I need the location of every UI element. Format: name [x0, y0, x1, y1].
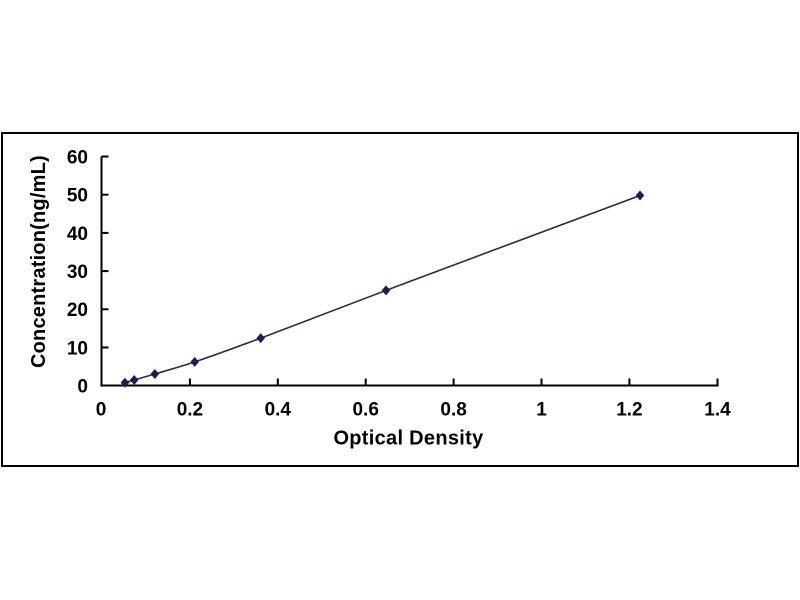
svg-text:50: 50 — [67, 186, 88, 207]
svg-text:Optical Density: Optical Density — [333, 428, 484, 450]
svg-text:0.4: 0.4 — [265, 400, 292, 421]
svg-text:10: 10 — [67, 338, 88, 359]
svg-text:20: 20 — [67, 300, 88, 321]
svg-text:40: 40 — [67, 224, 88, 245]
svg-text:0: 0 — [96, 400, 107, 421]
svg-text:0.6: 0.6 — [352, 400, 378, 421]
svg-text:60: 60 — [67, 147, 88, 168]
svg-text:Concentration(ng/mL): Concentration(ng/mL) — [28, 155, 50, 368]
svg-text:1.4: 1.4 — [704, 400, 731, 421]
svg-text:0.2: 0.2 — [177, 400, 203, 421]
svg-text:30: 30 — [67, 262, 88, 283]
svg-text:1.2: 1.2 — [616, 400, 642, 421]
svg-text:1: 1 — [536, 400, 547, 421]
svg-text:0.8: 0.8 — [440, 400, 466, 421]
svg-text:0: 0 — [77, 377, 88, 398]
